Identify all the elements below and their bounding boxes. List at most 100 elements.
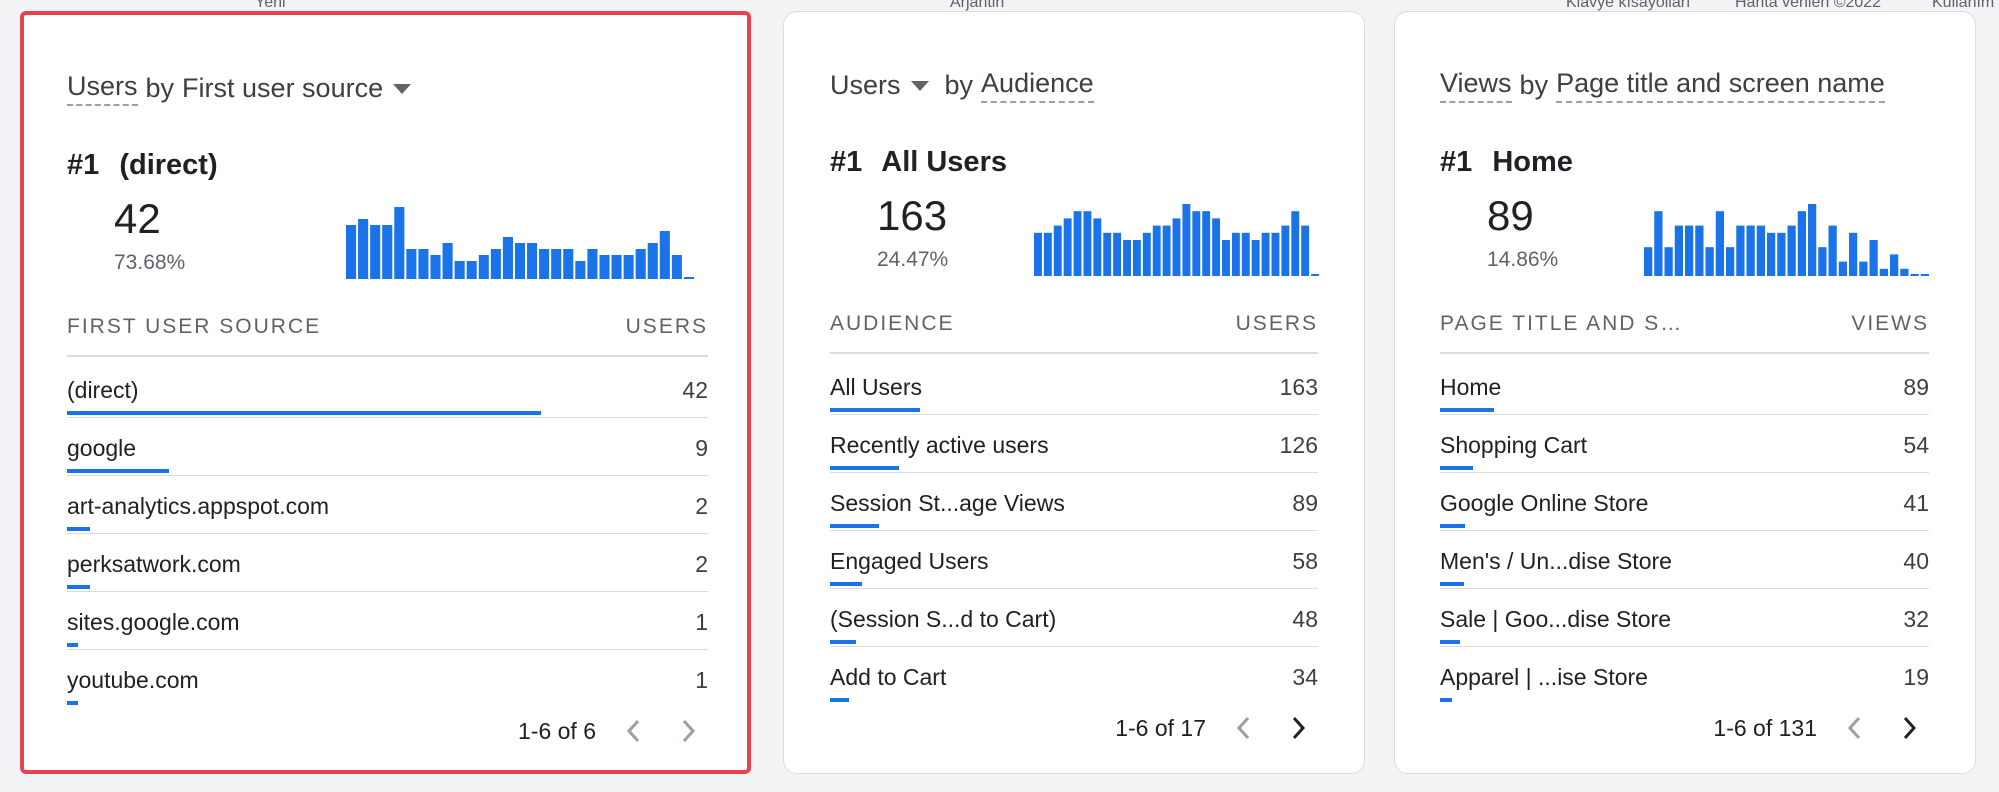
- row-label: Google Online Store: [1440, 490, 1649, 516]
- previous-page-button[interactable]: [1835, 709, 1873, 747]
- sparkline-bar: [1291, 211, 1300, 276]
- sparkline-bar: [563, 249, 574, 279]
- sparkline-bar: [659, 231, 670, 279]
- row-value: 1: [695, 609, 708, 635]
- sparkline-bar: [1654, 211, 1663, 276]
- next-page-button[interactable]: [1891, 709, 1929, 747]
- row-value: 126: [1279, 432, 1318, 458]
- map-label-fragment: Yeni: [255, 0, 286, 11]
- map-footer-link[interactable]: Kullanım: [1932, 0, 1995, 11]
- sparkline-bar: [382, 225, 393, 279]
- row-label: Apparel | ...ise Store: [1440, 664, 1648, 690]
- row-value: 58: [1292, 548, 1318, 574]
- sparkline-bar: [599, 255, 610, 279]
- column-header-metric[interactable]: VIEWS: [1851, 312, 1929, 335]
- table-row[interactable]: (direct) 42: [67, 359, 708, 418]
- row-share-bar: [830, 640, 856, 644]
- previous-page-button[interactable]: [614, 712, 652, 750]
- row-label: (direct): [67, 377, 139, 403]
- chevron-down-icon[interactable]: [393, 83, 412, 94]
- chevron-left-icon: [1847, 716, 1861, 740]
- previous-page-button[interactable]: [1224, 709, 1262, 747]
- dimension-selector[interactable]: First user source: [182, 73, 384, 103]
- table-row[interactable]: (Session S...d to Cart) 48: [830, 588, 1318, 647]
- table-row[interactable]: Add to Cart 34: [830, 646, 1318, 704]
- chevron-down-icon[interactable]: [910, 80, 929, 91]
- column-header-dimension[interactable]: FIRST USER SOURCE: [67, 315, 322, 338]
- table-row[interactable]: Shopping Cart 54: [1440, 414, 1929, 473]
- sparkline-bar: [1162, 225, 1171, 276]
- sparkline-bar: [1311, 274, 1319, 276]
- table-row[interactable]: youtube.com 1: [67, 649, 708, 707]
- row-share-bar: [1440, 698, 1452, 702]
- table-row[interactable]: Google Online Store 41: [1440, 472, 1929, 531]
- table-row[interactable]: Engaged Users 58: [830, 530, 1318, 589]
- row-share-bar: [67, 411, 541, 415]
- table-row[interactable]: perksatwork.com 2: [67, 533, 708, 592]
- row-value: 163: [1279, 374, 1318, 400]
- sparkline-bar: [623, 255, 634, 279]
- row-label: Shopping Cart: [1440, 432, 1588, 458]
- sparkline-bar: [1715, 211, 1724, 276]
- sparkline-bar: [1767, 232, 1776, 276]
- sparkline-bar: [478, 255, 489, 279]
- top-item-name: Home: [1492, 146, 1573, 178]
- row-value: 9: [695, 435, 708, 461]
- column-header-dimension[interactable]: PAGE TITLE AND S…: [1440, 312, 1684, 335]
- metric-selector[interactable]: Views: [1440, 68, 1512, 103]
- sparkline-bar: [671, 255, 682, 279]
- table-row[interactable]: All Users 163: [830, 356, 1318, 415]
- pagination: 1-6 of 6: [518, 712, 708, 750]
- column-header-metric[interactable]: USERS: [1235, 312, 1318, 335]
- row-share-bar: [1440, 640, 1460, 644]
- sparkline-chart: [1034, 204, 1319, 276]
- top-item: #1 (direct): [67, 149, 218, 182]
- next-page-button[interactable]: [670, 712, 708, 750]
- table-row[interactable]: Home 89: [1440, 356, 1929, 415]
- sparkline-bar: [1849, 232, 1858, 276]
- metric-selector[interactable]: Users: [67, 71, 138, 106]
- map-footer-link[interactable]: Klavye kısayolları: [1566, 0, 1691, 11]
- table-row[interactable]: sites.google.com 1: [67, 591, 708, 650]
- dimension-selector[interactable]: Page title and screen name: [1556, 68, 1885, 103]
- table-row[interactable]: google 9: [67, 417, 708, 476]
- sparkline-bar: [1083, 211, 1092, 276]
- chevron-left-icon: [626, 719, 640, 743]
- sparkline-bar: [1859, 261, 1868, 276]
- sparkline-bar: [1222, 240, 1230, 276]
- row-value: 54: [1903, 432, 1929, 458]
- sparkline-bar: [1726, 247, 1735, 276]
- sparkline-bar: [370, 225, 381, 279]
- metric-selector[interactable]: Users: [830, 70, 901, 100]
- top-rank: #1: [830, 146, 863, 178]
- table-row[interactable]: Session St...age Views 89: [830, 472, 1318, 531]
- column-header-metric[interactable]: USERS: [625, 315, 708, 338]
- column-header-dimension[interactable]: AUDIENCE: [830, 312, 955, 335]
- next-page-button[interactable]: [1280, 709, 1318, 747]
- sparkline-bar: [1890, 254, 1899, 276]
- row-share-bar: [1440, 524, 1465, 528]
- row-value: 2: [695, 551, 708, 577]
- sparkline-bar: [394, 207, 405, 279]
- map-footer-text: Harita verileri ©2022: [1735, 0, 1882, 11]
- sparkline-bar: [683, 277, 694, 279]
- row-label: art-analytics.appspot.com: [67, 493, 330, 519]
- table-row[interactable]: Apparel | ...ise Store 19: [1440, 646, 1929, 704]
- row-share-bar: [830, 698, 849, 702]
- table-row[interactable]: Sale | Goo...dise Store 32: [1440, 588, 1929, 647]
- pagination-label: 1-6 of 131: [1713, 714, 1817, 741]
- sparkline-bar: [418, 249, 429, 279]
- pagination: 1-6 of 131: [1713, 709, 1929, 747]
- row-label: Engaged Users: [830, 548, 989, 574]
- dimension-selector[interactable]: Audience: [981, 68, 1094, 103]
- title-by: by: [145, 73, 175, 103]
- sparkline-bar: [1777, 232, 1786, 276]
- sparkline-bar: [430, 255, 441, 279]
- table-row[interactable]: Recently active users 126: [830, 414, 1318, 473]
- sparkline-bar: [1281, 225, 1290, 276]
- table-row[interactable]: Men's / Un...dise Store 40: [1440, 530, 1929, 589]
- sparkline-bar: [1192, 211, 1201, 276]
- top-item-value: 89: [1487, 192, 1534, 239]
- table-row[interactable]: art-analytics.appspot.com 2: [67, 475, 708, 534]
- chevron-right-icon: [1292, 716, 1306, 740]
